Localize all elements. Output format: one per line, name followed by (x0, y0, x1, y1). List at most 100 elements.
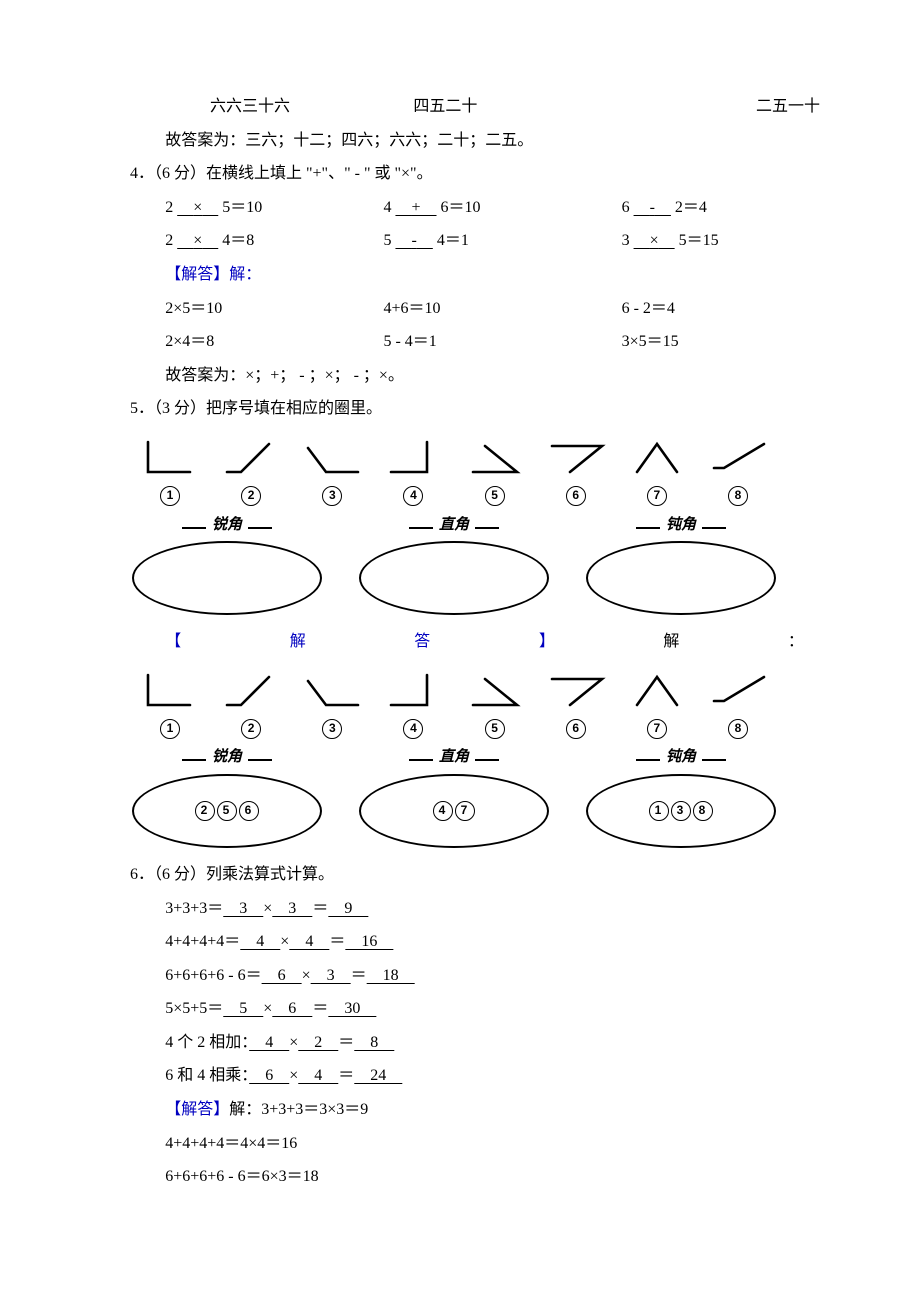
circled-number: 2 (241, 719, 261, 739)
circled-number: 4 (433, 801, 453, 821)
text: 6 和 4 相乘： (165, 1067, 249, 1084)
q4-row2: 2 × 4＝8 5 - 4＝1 3 × 5＝15 (130, 224, 820, 258)
text: 6 - 2＝4 (622, 292, 820, 326)
q4-answer-label: 【解答】解： (130, 258, 820, 292)
blank: 4 (298, 1067, 338, 1084)
circled-number: 5 (217, 801, 237, 821)
text: 直角 (439, 517, 469, 533)
q4-row1: 2 × 5＝10 4 + 6＝10 6 - 2＝4 (130, 191, 820, 225)
q6-expression: 3+3+3＝ 3 × 3 ＝ 9 (165, 892, 820, 926)
angle-icon (221, 438, 281, 476)
q6-expression: 5×5+5＝ 5 × 6 ＝ 30 (165, 992, 820, 1026)
text: 故答案为：三六；十二；四六；六六；二十；二五。 (165, 132, 533, 149)
q4-sol-row2: 2×4＝8 5 - 4＝1 3×5＝15 (130, 325, 820, 359)
angle-cell: 7 (623, 438, 691, 512)
blank-op: × (634, 232, 675, 249)
angle-icon (627, 671, 687, 709)
text: 2×4＝8 (165, 325, 383, 359)
angle-icon (465, 671, 525, 709)
angle-icon (627, 438, 687, 476)
angles-figure-top: 12345678 锐角 直角 钝角 (124, 432, 784, 621)
text: × (193, 199, 202, 216)
text: × (650, 232, 659, 249)
text: 2 (165, 232, 173, 249)
q4-sol-row1: 2×5＝10 4+6＝10 6 - 2＝4 (130, 292, 820, 326)
text: 钝角 (666, 517, 696, 533)
q6-expression: 4+4+4+4＝ 4 × 4 ＝ 16 (165, 925, 820, 959)
circled-number: 7 (647, 486, 667, 506)
q4-tail: 故答案为：×；+； - ；×； - ；×。 (130, 359, 820, 393)
top-answer-line: 故答案为：三六；十二；四六；六六；二十；二五。 (130, 124, 820, 158)
q5-heading: 5．（3 分）把序号填在相应的圈里。 (130, 392, 820, 426)
angle-cell: 2 (217, 438, 285, 512)
angle-cell: 1 (136, 438, 204, 512)
text: 4＝1 (437, 232, 469, 249)
angle-cell: 1 (136, 671, 204, 745)
text: 【解答】 (165, 1101, 229, 1118)
text: 答 (414, 625, 430, 659)
text: 3×5＝15 (622, 325, 820, 359)
angle-cell: 8 (704, 671, 772, 745)
text: 2 (165, 199, 173, 216)
angle-icon (546, 671, 606, 709)
angle-cell: 4 (379, 438, 447, 512)
blank-op: × (177, 232, 218, 249)
blank-op: - (395, 232, 432, 249)
angle-icon (383, 671, 443, 709)
oval-obtuse: 钝角 (578, 514, 784, 616)
angle-icon (546, 438, 606, 476)
text: 六六三十六 (210, 98, 290, 115)
circled-number: 3 (322, 486, 342, 506)
blank: 5 (223, 1000, 263, 1017)
q6-expression: 4 个 2 相加： 4 × 2 ＝ 8 (165, 1026, 820, 1060)
text: 6＝10 (441, 199, 481, 216)
blank: 18 (367, 967, 415, 984)
text: 解 (290, 625, 306, 659)
circled-number: 6 (566, 486, 586, 506)
text: 4 (383, 199, 391, 216)
oval-right-filled: 直角 47 (351, 746, 557, 848)
text: 2×5＝10 (165, 292, 383, 326)
circled-number: 8 (693, 801, 713, 821)
circled-number: 2 (195, 801, 215, 821)
blank: 6 (249, 1067, 289, 1084)
q5-answer-bar: 【 解 答 】 解 ： (130, 625, 820, 659)
angle-icon (708, 438, 768, 476)
q6-sol-line: 4+4+4+4＝4×4＝16 (130, 1127, 820, 1161)
text: 5×5+5＝ (165, 1000, 223, 1017)
text: 【解答】解： (165, 266, 261, 283)
blank: 4 (240, 933, 280, 950)
q6-sol-line: 6+6+6+6 - 6＝6×3＝18 (130, 1160, 820, 1194)
circled-number: 1 (160, 719, 180, 739)
q6-expression: 6 和 4 相乘： 6 × 4 ＝ 24 (165, 1059, 820, 1093)
q6-lines: 3+3+3＝ 3 × 3 ＝ 9 4+4+4+4＝ 4 × 4 ＝ 16 6+6… (130, 892, 820, 1094)
angle-icon (302, 671, 362, 709)
oval-right: 直角 (351, 514, 557, 616)
text: - (650, 199, 655, 216)
blank: 3 (272, 900, 312, 917)
angle-icon (465, 438, 525, 476)
circled-number: 5 (485, 486, 505, 506)
blank-op: × (177, 199, 218, 216)
circled-number: 3 (671, 801, 691, 821)
blank: 3 (311, 967, 351, 984)
text: + (411, 199, 420, 216)
text: 6 (622, 199, 630, 216)
circled-number: 1 (649, 801, 669, 821)
text: 4+4+4+4＝4×4＝16 (165, 1135, 297, 1152)
text: 锐角 (212, 749, 242, 765)
worksheet-page: 六六三十六 四五二十 二五一十 故答案为：三六；十二；四六；六六；二十；二五。 … (0, 0, 920, 1254)
angle-cell: 8 (704, 438, 772, 512)
text: 4＝8 (222, 232, 254, 249)
text: 4+6＝10 (383, 292, 621, 326)
text: 5 - 4＝1 (383, 325, 621, 359)
angle-icon (221, 671, 281, 709)
circled-number: 2 (241, 486, 261, 506)
text: × (193, 232, 202, 249)
text: 3 (622, 232, 630, 249)
text: 5＝15 (679, 232, 719, 249)
blank: 2 (298, 1034, 338, 1051)
blank: 4 (289, 933, 329, 950)
blank-op: - (634, 199, 671, 216)
text: 二五一十 (756, 98, 820, 115)
